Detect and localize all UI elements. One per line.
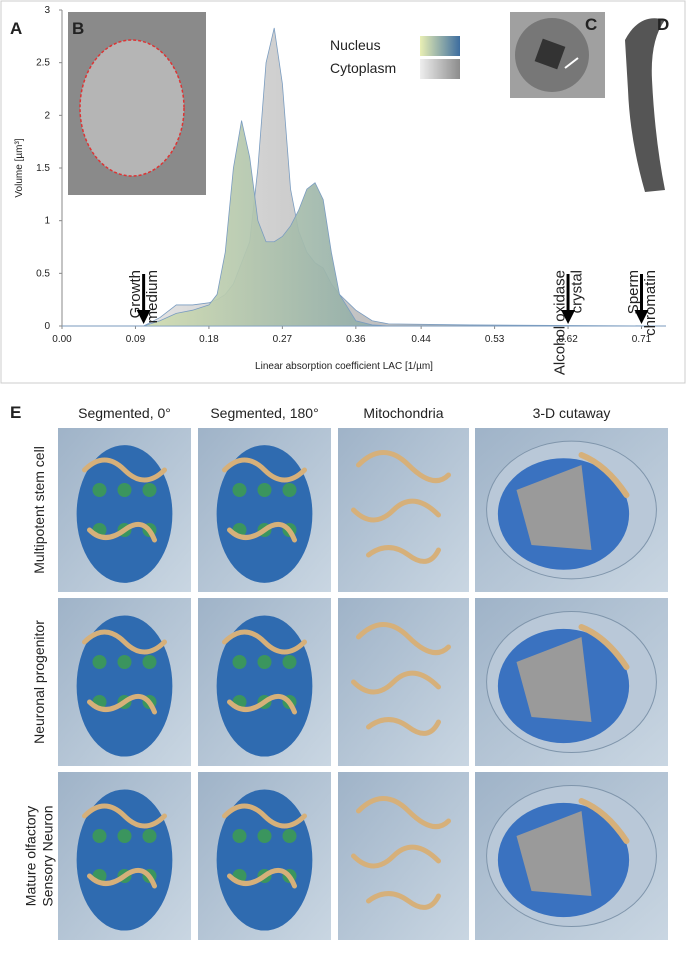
annotation-arrowhead (136, 310, 151, 324)
mitochondria-render (351, 796, 451, 910)
chromatin-spot (92, 829, 107, 843)
chromatin-spot (282, 483, 297, 497)
inset-sperm (625, 18, 665, 192)
row-label: Mature olfactory (23, 806, 39, 906)
x-tick-label: 0.00 (52, 334, 72, 345)
mitochondria-render (578, 624, 630, 670)
mitochondria-render (351, 450, 451, 564)
legend-label: Cytoplasm (330, 60, 396, 76)
area (62, 120, 666, 327)
chromatin-spot (282, 655, 297, 669)
mitochondria-render (82, 457, 167, 543)
cutaway-face (516, 465, 592, 550)
chromatin-spot (232, 483, 247, 497)
cutaway-face (516, 811, 592, 896)
y-tick-label: 0 (44, 321, 50, 332)
chromatin-spot (142, 655, 157, 669)
x-tick-label: 0.27 (273, 334, 293, 345)
chromatin-spot (117, 483, 132, 497)
x-axis-label: Linear absorption coefficient LAC [1/µm] (255, 361, 433, 372)
x-tick-label: 0.71 (632, 334, 652, 345)
y-tick-label: 3 (44, 5, 50, 16)
y-tick-label: 2.5 (36, 58, 50, 69)
mitochondria-render (578, 798, 630, 844)
annotation-text: chromatin (642, 270, 659, 336)
y-tick-label: 1 (44, 216, 50, 227)
mitochondria-render (222, 803, 307, 889)
y-tick-label: 1.5 (36, 163, 50, 174)
mitochondria-render (578, 452, 630, 498)
annotation-text: crystal (569, 270, 586, 313)
cell-image (338, 772, 469, 940)
area (62, 27, 667, 327)
legend-swatch (420, 36, 460, 56)
mitochondria-render (82, 803, 167, 889)
chromatin-spot (92, 483, 107, 497)
panel-letter: B (72, 19, 84, 38)
annotation-text: Growth (127, 270, 144, 318)
y-tick-label: 2 (44, 110, 50, 121)
x-tick-label: 0.53 (485, 334, 505, 345)
chromatin-spot (117, 829, 132, 843)
panel-letter: D (657, 15, 669, 34)
panel-letter: C (585, 15, 597, 34)
cell-image (338, 598, 469, 766)
chromatin-spot (92, 655, 107, 669)
x-tick-label: 0.62 (558, 334, 578, 345)
column-header: 3-D cutaway (533, 405, 611, 421)
chromatin-spot (142, 483, 157, 497)
annotation-arrowhead (561, 310, 576, 324)
chromatin-spot (117, 655, 132, 669)
panel-a-frame (0, 0, 686, 384)
legend-swatch (420, 59, 460, 79)
x-tick-label: 0.09 (126, 334, 146, 345)
x-tick-label: 0.18 (199, 334, 219, 345)
cell-image (338, 428, 469, 592)
mitochondria-render (82, 629, 167, 715)
y-axis-label: Volume [µm³] (14, 138, 25, 197)
row-label: Neuronal progenitor (31, 620, 47, 744)
x-tick-label: 0.36 (346, 334, 366, 345)
mitochondria-render (222, 629, 307, 715)
y-tick-label: 0.5 (36, 268, 50, 279)
panel-letter: E (10, 403, 21, 422)
chromatin-spot (257, 655, 272, 669)
panel-letter: A (10, 19, 22, 38)
chromatin-spot (257, 483, 272, 497)
column-header: Segmented, 0° (78, 405, 171, 421)
annotation-arrowhead (634, 310, 649, 324)
chromatin-spot (232, 655, 247, 669)
chromatin-spot (257, 829, 272, 843)
column-header: Segmented, 180° (210, 405, 318, 421)
mitochondria-render (222, 457, 307, 543)
mitochondria-render (351, 622, 451, 736)
inset-crystal (534, 38, 566, 70)
chromatin-spot (232, 829, 247, 843)
row-label: Sensory Neuron (40, 805, 56, 906)
row-label: Multipotent stem cell (31, 446, 47, 574)
column-header: Mitochondria (363, 405, 443, 421)
legend-label: Nucleus (330, 37, 381, 53)
x-tick-label: 0.44 (411, 334, 431, 345)
chromatin-spot (142, 829, 157, 843)
inset-nucleus-outline (79, 39, 185, 177)
inset-arrow (564, 57, 579, 69)
annotation-text: Sperm (625, 270, 642, 314)
chromatin-spot (282, 829, 297, 843)
annotation-text: Alcohol oxidase (552, 270, 569, 375)
cutaway-face (516, 637, 592, 722)
